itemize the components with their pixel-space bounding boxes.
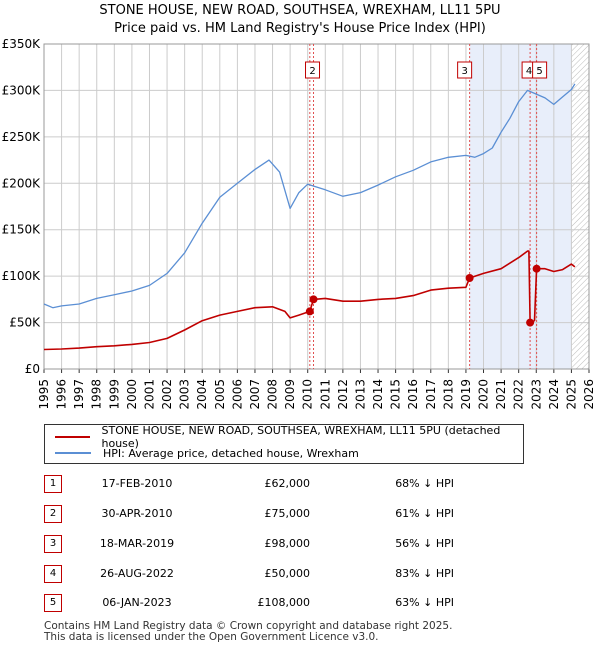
annotation-label: 2	[309, 66, 315, 77]
footer: Contains HM Land Registry data © Crown c…	[44, 621, 452, 643]
legend-swatch-property	[55, 436, 90, 438]
x-tick-label: 2001	[142, 379, 156, 410]
transaction-date: 06-JAN-2023	[102, 596, 172, 609]
y-tick-label: £350K	[2, 37, 42, 51]
x-tick-label: 2018	[441, 379, 455, 410]
x-tick-label: 1999	[107, 379, 121, 410]
transaction-price: £75,000	[264, 507, 311, 520]
x-tick-label: 1996	[55, 379, 69, 410]
y-tick-label: £200K	[2, 176, 42, 190]
x-tick-label: 2019	[459, 379, 473, 410]
x-tick-label: 2011	[318, 379, 332, 410]
x-tick-label: 2025	[564, 379, 578, 410]
transaction-hpi-diff: 61% ↓ HPI	[395, 507, 454, 520]
annotation-label: 5	[536, 66, 542, 77]
transaction-row: 2 30-APR-2010 £75,000 61% ↓ HPI	[44, 505, 564, 523]
footer-copyright: Contains HM Land Registry data © Crown c…	[44, 620, 453, 632]
x-tick-label: 2005	[213, 379, 227, 410]
x-tick-label: 2010	[301, 379, 315, 410]
x-tick-label: 2023	[529, 379, 543, 410]
x-tick-label: 1995	[37, 379, 51, 410]
x-tick-label: 2004	[195, 379, 209, 410]
x-tick-label: 2014	[371, 379, 385, 410]
annotation-box	[532, 61, 548, 79]
x-tick-label: 2008	[266, 379, 280, 410]
transaction-date: 26-AUG-2022	[100, 567, 174, 580]
annotation-label: 4	[526, 66, 532, 77]
transaction-number: 4	[44, 565, 62, 583]
x-tick-label: 2015	[389, 379, 403, 410]
transaction-price: £50,000	[264, 567, 311, 580]
transaction-date: 30-APR-2010	[101, 507, 173, 520]
transaction-number: 3	[44, 535, 62, 553]
chart-subtitle: Price paid vs. HM Land Registry's House …	[114, 21, 486, 36]
transaction-price: £98,000	[264, 537, 311, 550]
y-tick-label: £300K	[2, 83, 42, 97]
transaction-hpi-diff: 56% ↓ HPI	[395, 537, 454, 550]
x-tick-label: 2000	[125, 379, 139, 410]
chart-title: STONE HOUSE, NEW ROAD, SOUTHSEA, WREXHAM…	[99, 3, 501, 18]
plot-frame	[43, 43, 590, 370]
transaction-row: 3 18-MAR-2019 £98,000 56% ↓ HPI	[44, 535, 564, 553]
x-tick-label: 1998	[90, 379, 104, 410]
hpi-line	[43, 83, 576, 309]
y-tick-label: £100K	[2, 269, 42, 283]
legend-label-hpi: HPI: Average price, detached house, Wrex…	[103, 446, 359, 460]
x-tick-label: 2013	[353, 379, 367, 410]
shaded-period	[469, 44, 572, 369]
transaction-point	[526, 318, 535, 327]
transaction-price: £62,000	[264, 477, 311, 490]
x-tick-label: 2022	[512, 379, 526, 410]
x-tick-label: 2016	[406, 379, 420, 410]
y-tick-label: £0	[25, 362, 40, 376]
x-tick-label: 2024	[547, 379, 561, 410]
footer-licence: This data is licensed under the Open Gov…	[44, 631, 379, 643]
annotation-box	[305, 61, 321, 79]
transaction-number: 2	[44, 505, 62, 523]
legend-label-property: STONE HOUSE, NEW ROAD, SOUTHSEA, WREXHAM…	[101, 424, 501, 450]
transaction-point	[465, 274, 474, 282]
transaction-row: 5 06-JAN-2023 £108,000 63% ↓ HPI	[44, 594, 564, 612]
transaction-hpi-diff: 63% ↓ HPI	[395, 596, 454, 609]
x-tick-label: 2021	[494, 379, 508, 410]
legend-item-property: STONE HOUSE, NEW ROAD, SOUTHSEA, WREXHAM…	[55, 424, 523, 450]
transaction-hpi-diff: 83% ↓ HPI	[395, 567, 454, 580]
y-tick-label: £150K	[2, 223, 42, 237]
x-tick-label: 1997	[72, 379, 86, 410]
x-tick-label: 2003	[178, 379, 192, 410]
transaction-date: 18-MAR-2019	[99, 537, 175, 550]
y-tick-label: £250K	[2, 130, 42, 144]
transaction-point	[309, 295, 318, 304]
x-tick-label: 2006	[230, 379, 244, 410]
legend: STONE HOUSE, NEW ROAD, SOUTHSEA, WREXHAM…	[44, 424, 524, 464]
transaction-date: 17-FEB-2010	[101, 477, 173, 490]
x-tick-label: 2002	[160, 379, 174, 410]
x-tick-label: 2009	[283, 379, 297, 410]
future-hatch	[571, 44, 589, 369]
x-tick-label: 2026	[582, 379, 596, 410]
annotation-label: 3	[461, 66, 467, 77]
x-tick-label: 2017	[424, 379, 438, 410]
legend-swatch-hpi	[55, 452, 91, 454]
transaction-point	[532, 264, 541, 273]
transaction-row: 4 26-AUG-2022 £50,000 83% ↓ HPI	[44, 565, 564, 583]
y-tick-label: £50K	[9, 316, 41, 330]
legend-item-hpi: HPI: Average price, detached house, Wrex…	[55, 445, 359, 461]
x-tick-label: 2007	[248, 379, 262, 410]
transaction-row: 1 17-FEB-2010 £62,000 68% ↓ HPI	[44, 475, 564, 493]
transaction-number: 5	[44, 594, 62, 612]
transaction-point	[305, 307, 314, 316]
transaction-price: £108,000	[257, 596, 311, 609]
price-chart: £0 £50K £100K £150K £200K £250K £300K £350K 1995…	[2, 37, 596, 410]
x-tick-label: 2020	[477, 379, 491, 410]
transaction-number: 1	[44, 475, 62, 493]
transaction-hpi-diff: 68% ↓ HPI	[395, 477, 454, 490]
x-tick-label: 2012	[336, 379, 350, 410]
annotation-box	[457, 61, 473, 79]
